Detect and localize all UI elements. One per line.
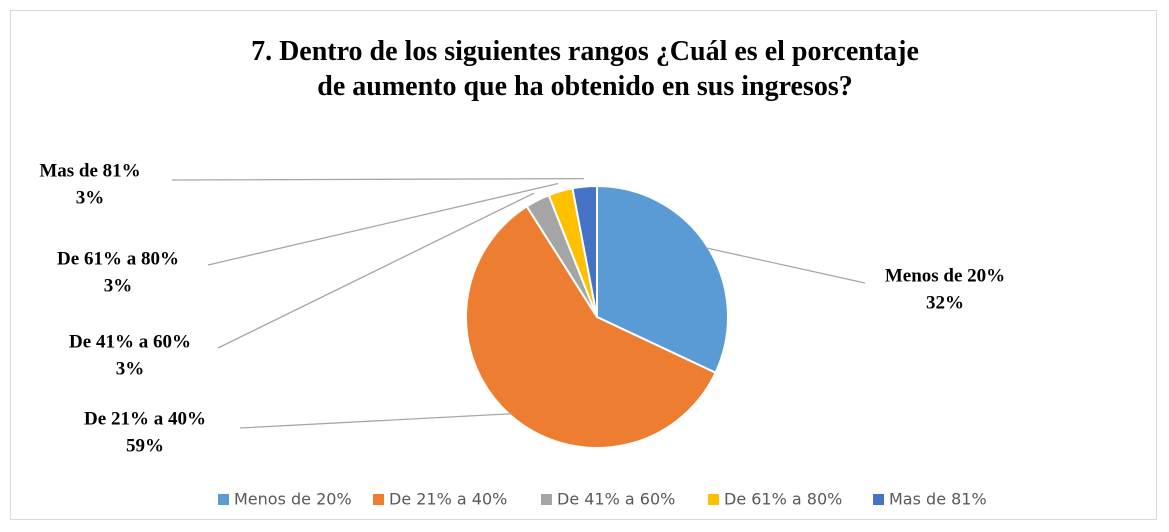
- leader-line: [207, 182, 559, 266]
- leader-line: [171, 177, 584, 181]
- legend-label: Mas de 81%: [889, 490, 987, 509]
- legend-swatch: [541, 494, 552, 505]
- pie-slice: [596, 184, 729, 375]
- pie-slice: [571, 184, 598, 318]
- data-label-value: 32%: [926, 292, 964, 313]
- legend-swatch: [708, 494, 719, 505]
- legend-label: De 61% a 80%: [724, 490, 842, 509]
- data-label-value: 3%: [116, 358, 145, 379]
- chart-frame: [10, 10, 1157, 520]
- legend-label: De 21% a 40%: [389, 490, 507, 509]
- data-label-name: De 41% a 60%: [69, 331, 191, 352]
- leader-line: [705, 247, 866, 284]
- data-label-name: De 61% a 80%: [57, 248, 179, 269]
- legend-label: De 41% a 60%: [557, 490, 675, 509]
- leader-line: [217, 192, 535, 349]
- data-label-name: De 21% a 40%: [84, 408, 206, 429]
- data-label-value: 3%: [76, 187, 105, 208]
- data-label-name: Menos de 20%: [885, 265, 1005, 286]
- chart-title: 7. Dentro de los siguientes rangos ¿Cuál…: [251, 36, 919, 102]
- leader-line: [239, 413, 512, 429]
- data-label-value: 59%: [126, 435, 164, 456]
- legend-swatch: [218, 494, 229, 505]
- legend-swatch: [373, 494, 384, 505]
- data-label-name: Mas de 81%: [39, 160, 140, 181]
- legend-swatch: [873, 494, 884, 505]
- data-label-value: 3%: [104, 275, 133, 296]
- pie-slice: [465, 205, 717, 449]
- legend-label: Menos de 20%: [234, 490, 352, 509]
